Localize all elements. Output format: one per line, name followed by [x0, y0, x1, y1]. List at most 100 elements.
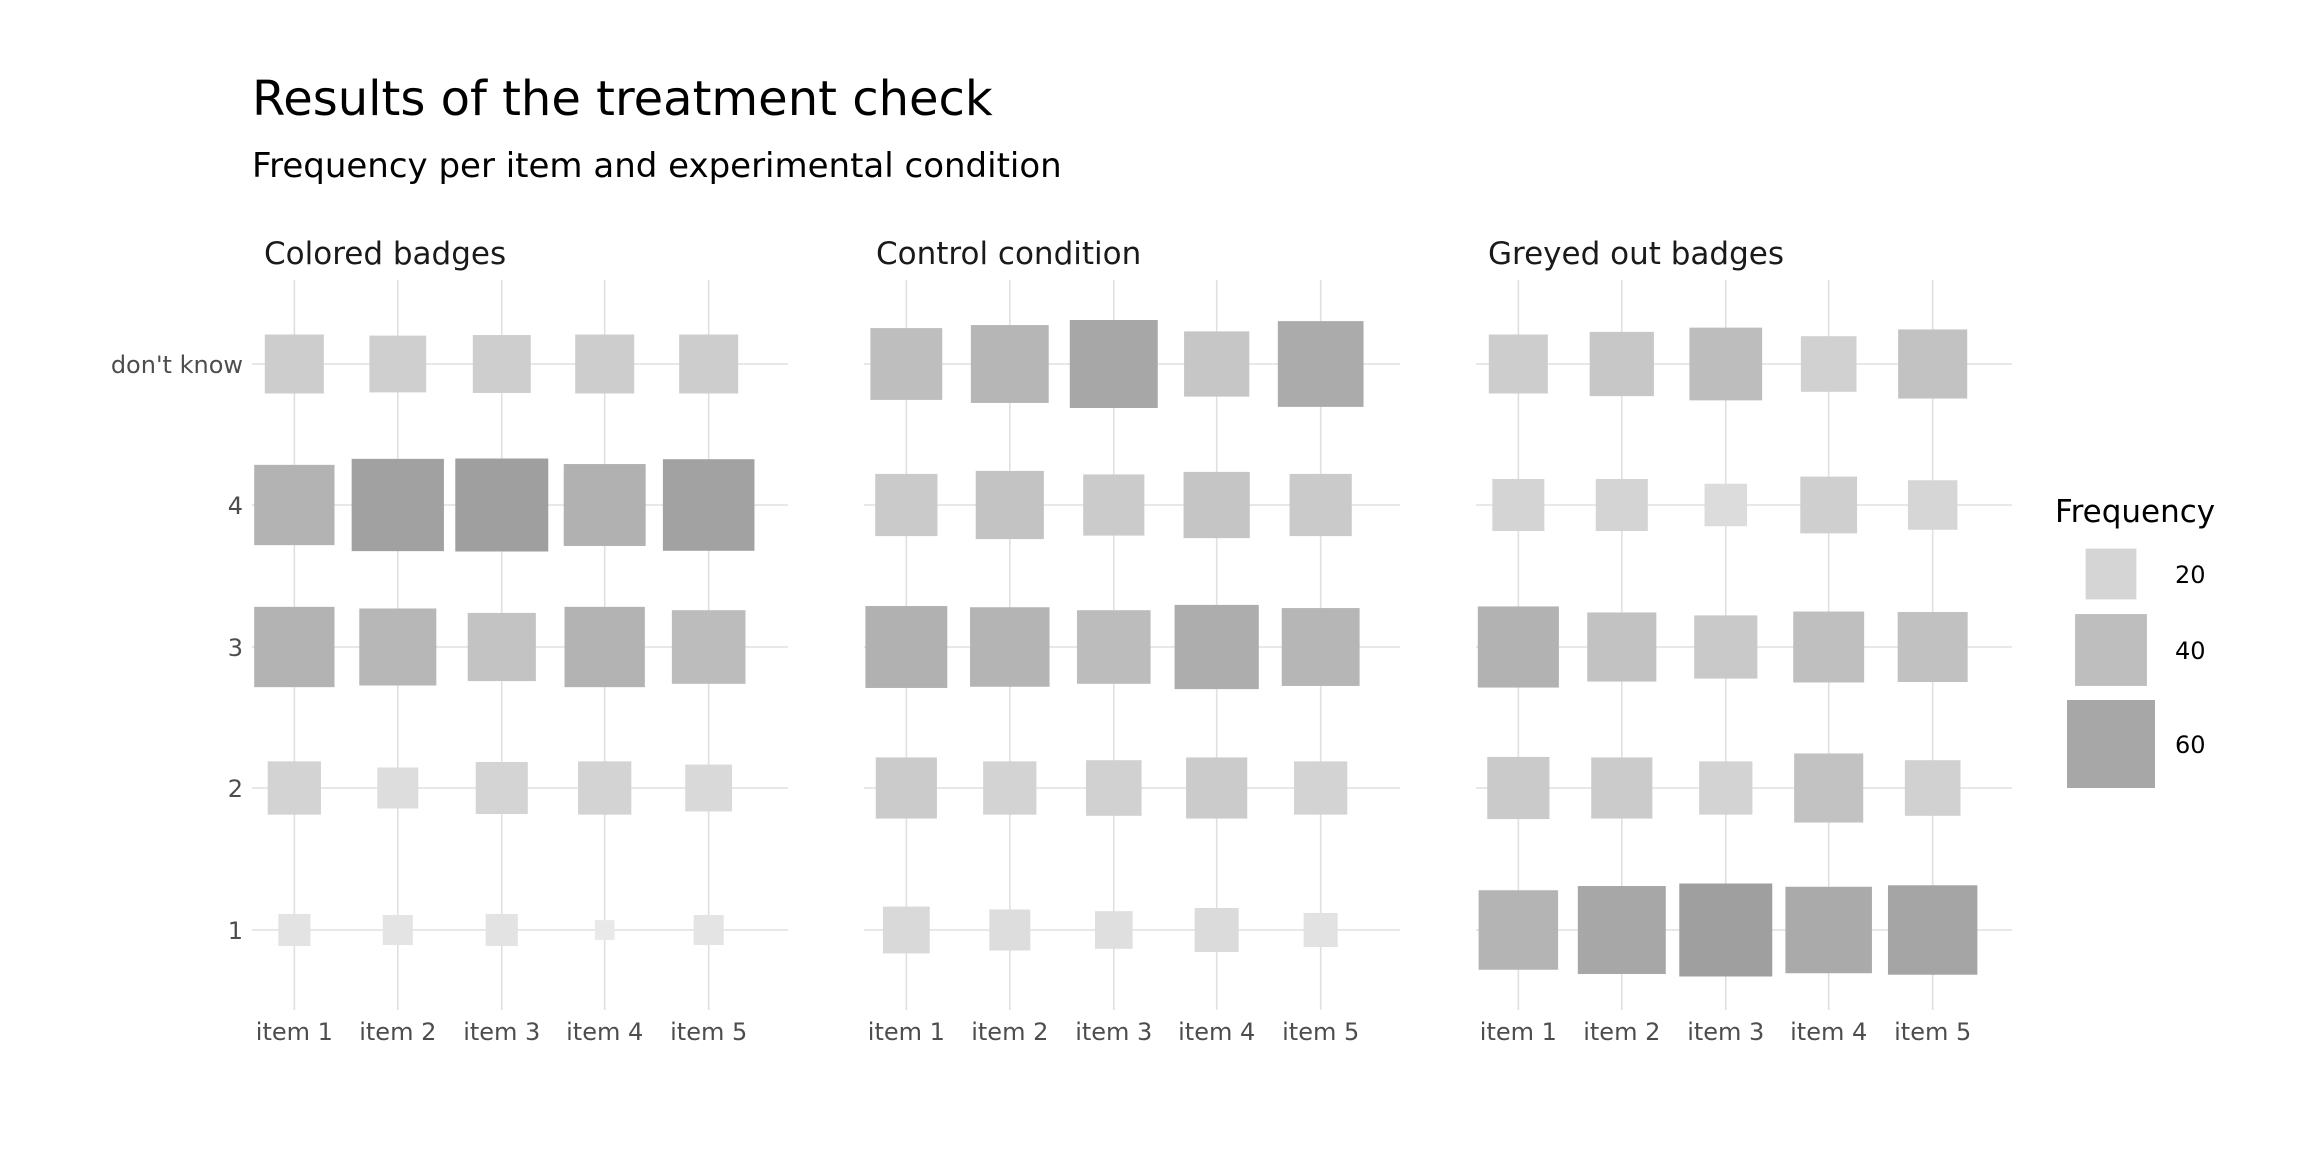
frequency-square — [1478, 890, 1559, 970]
frequency-square — [254, 464, 335, 546]
x-tick-label: item 2 — [971, 1018, 1048, 1046]
frequency-square — [983, 761, 1037, 815]
frequency-square — [1694, 615, 1758, 679]
frequency-square — [1186, 757, 1248, 819]
legend: Frequency 20 40 60 — [2055, 494, 2215, 788]
frequency-square — [278, 913, 311, 947]
frequency-square — [1587, 612, 1657, 682]
frequency-square — [1898, 329, 1968, 399]
panel: Control condition item 1 item 2 item 3 item … — [864, 236, 1400, 1046]
frequency-square — [1887, 885, 1978, 975]
frequency-square — [351, 458, 444, 552]
frequency-square — [382, 914, 413, 946]
legend-key — [2067, 700, 2155, 788]
x-tick-label: item 4 — [1790, 1018, 1867, 1046]
legend-key — [2075, 614, 2147, 686]
x-tick-label: item 2 — [359, 1018, 436, 1046]
x-tick-label: item 5 — [1894, 1018, 1971, 1046]
panel-title: Greyed out badges — [1488, 236, 1784, 272]
frequency-square — [1679, 883, 1773, 977]
frequency-square — [1477, 606, 1559, 688]
x-tick-label: item 5 — [1282, 1018, 1359, 1046]
frequency-square — [359, 608, 437, 686]
frequency-square — [1289, 473, 1352, 537]
frequency-square — [1277, 321, 1364, 407]
panel-title: Colored badges — [264, 236, 506, 272]
legend-label: 40 — [2175, 637, 2206, 665]
frequency-square — [264, 334, 324, 394]
frequency-square — [1069, 320, 1158, 408]
legend-label: 60 — [2175, 731, 2206, 759]
frequency-square — [267, 761, 321, 815]
frequency-square — [1904, 760, 1961, 816]
y-tick-label: 3 — [228, 634, 243, 662]
frequency-square — [989, 909, 1031, 951]
frequency-square — [1800, 476, 1858, 534]
frequency-square — [1595, 478, 1648, 532]
frequency-square — [594, 920, 615, 940]
frequency-square — [1689, 327, 1763, 401]
panel: Colored badges item 1 item 2 item 3 item 4 it… — [252, 236, 788, 1046]
x-tick-label: item 4 — [566, 1018, 643, 1046]
frequency-square — [1591, 757, 1653, 819]
frequency-square — [455, 458, 549, 552]
frequency-square — [1589, 331, 1654, 397]
frequency-square — [1083, 474, 1145, 536]
chart-subtitle: Frequency per item and experimental cond… — [252, 146, 1062, 186]
frequency-square — [1907, 480, 1958, 530]
legend-key — [2085, 548, 2137, 600]
frequency-square — [1699, 761, 1753, 815]
frequency-square — [472, 335, 531, 393]
y-tick-label: don't know — [111, 351, 243, 379]
frequency-square — [1897, 611, 1968, 683]
y-tick-label: 2 — [228, 775, 243, 803]
frequency-square — [1492, 478, 1545, 532]
panel: Greyed out badges item 1 item 2 item 3 item … — [1476, 236, 2012, 1046]
x-tick-label: item 5 — [670, 1018, 747, 1046]
frequency-square — [254, 606, 335, 688]
x-tick-label: item 1 — [868, 1018, 945, 1046]
frequency-square — [475, 761, 528, 815]
frequency-square — [1294, 761, 1348, 815]
y-tick-label: 1 — [228, 917, 243, 945]
frequency-square — [693, 914, 724, 946]
x-tick-label: item 4 — [1178, 1018, 1255, 1046]
frequency-square — [1704, 483, 1748, 527]
frequency-square — [1184, 331, 1250, 397]
x-tick-label: item 3 — [463, 1018, 540, 1046]
frequency-square — [575, 334, 635, 394]
frequency-square — [1076, 610, 1151, 684]
frequency-square — [1174, 604, 1259, 690]
frequency-square — [970, 325, 1049, 403]
frequency-square — [1800, 336, 1857, 392]
frequency-square — [875, 473, 938, 537]
x-tick-label: item 2 — [1583, 1018, 1660, 1046]
frequency-square — [564, 606, 645, 688]
x-tick-label: item 3 — [1687, 1018, 1764, 1046]
frequency-square — [377, 767, 419, 809]
frequency-square — [970, 607, 1050, 687]
legend-label: 20 — [2175, 561, 2206, 589]
frequency-square — [1183, 471, 1250, 539]
frequency-square — [1487, 756, 1550, 820]
frequency-square — [870, 328, 943, 400]
facet-panels: Colored badges item 1 item 2 item 3 item 4 it… — [252, 236, 2012, 1046]
frequency-square — [1577, 886, 1666, 974]
frequency-square — [1794, 753, 1864, 823]
x-tick-label: item 3 — [1075, 1018, 1152, 1046]
chart-title: Results of the treatment check — [252, 71, 993, 127]
y-tick-label: 4 — [228, 492, 243, 520]
frequency-square — [1488, 334, 1548, 394]
frequency-square — [975, 470, 1044, 540]
frequency-square — [563, 464, 646, 546]
frequency-square — [685, 764, 733, 812]
frequency-square — [875, 757, 937, 819]
frequency-square — [1793, 611, 1865, 683]
frequency-square — [1094, 911, 1133, 949]
frequency-square — [369, 335, 427, 393]
x-tick-label: item 1 — [1480, 1018, 1557, 1046]
frequency-square — [578, 761, 632, 815]
frequency-square — [1785, 886, 1872, 974]
frequency-square — [662, 459, 755, 551]
